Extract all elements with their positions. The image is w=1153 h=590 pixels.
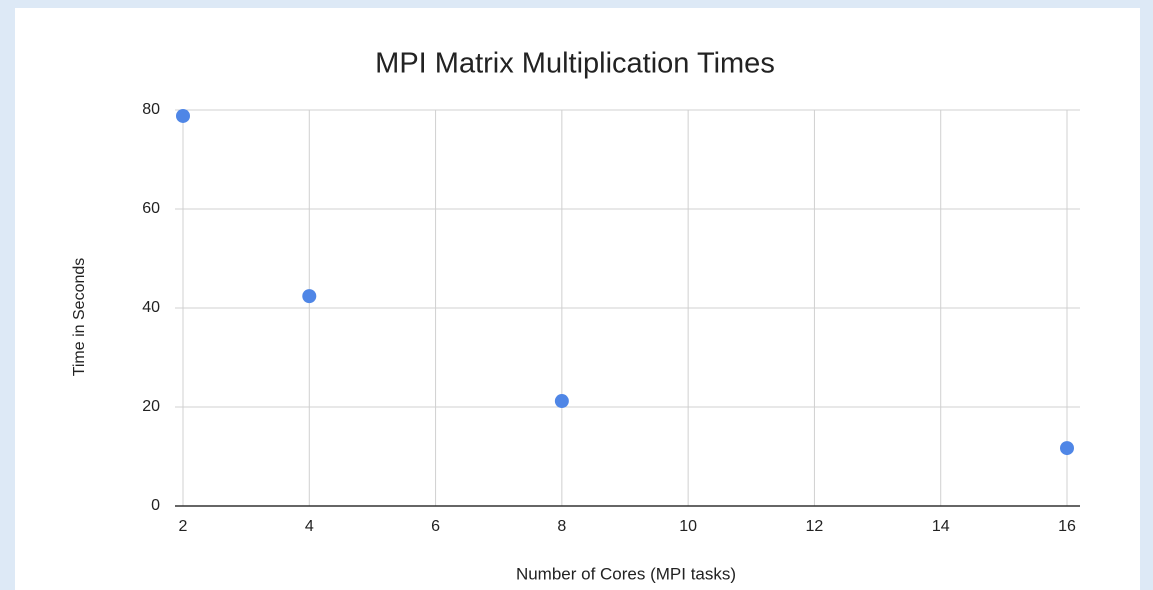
x-tick-label: 6 bbox=[431, 518, 440, 535]
y-axis-label: Time in Seconds bbox=[71, 258, 88, 377]
x-tick-label: 8 bbox=[557, 518, 566, 535]
y-tick-label: 40 bbox=[142, 299, 160, 316]
data-point bbox=[176, 108, 190, 123]
x-tick-label: 16 bbox=[1058, 518, 1076, 535]
x-tick-label: 4 bbox=[305, 518, 314, 535]
data-point bbox=[1060, 441, 1074, 456]
x-tick-label: 10 bbox=[679, 518, 697, 535]
x-axis-label: Number of Cores (MPI tasks) bbox=[516, 564, 736, 583]
y-tick-label: 20 bbox=[142, 398, 160, 415]
chart-title: MPI Matrix Multiplication Times bbox=[375, 48, 775, 80]
x-tick-label: 14 bbox=[932, 518, 950, 535]
x-tick-label: 12 bbox=[806, 518, 824, 535]
x-tick-label: 2 bbox=[179, 518, 188, 535]
y-tick-label: 0 bbox=[151, 497, 160, 514]
y-tick-label: 60 bbox=[142, 200, 160, 217]
y-tick-label: 80 bbox=[142, 101, 160, 118]
chart-panel bbox=[15, 8, 1140, 590]
data-point bbox=[554, 394, 569, 409]
data-point bbox=[302, 289, 317, 304]
